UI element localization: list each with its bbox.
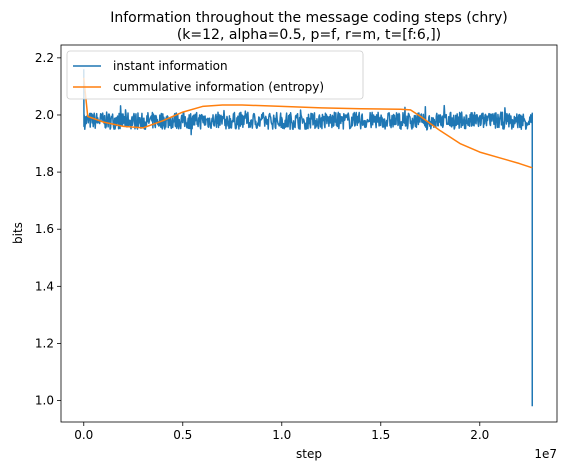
chart-title-line2: (k=12, alpha=0.5, p=f, r=m, t=[f:6,]) (177, 27, 441, 43)
legend: instant information cummulative informat… (66, 50, 364, 100)
plot-area-frame (60, 44, 558, 423)
legend-box (66, 50, 364, 100)
y-tick-label: 1.4 (35, 279, 54, 293)
y-tick-label: 1.2 (35, 336, 54, 350)
y-tick-label: 2.0 (35, 108, 54, 122)
y-tick-label: 1.6 (35, 222, 54, 236)
y-tick-label: 1.0 (35, 394, 54, 408)
x-tick-label: 0.5 (173, 428, 192, 442)
legend-label-cumulative: cummulative information (entropy) (113, 80, 324, 94)
x-tick-label: 1.5 (371, 428, 390, 442)
x-tick-label: 1.0 (272, 428, 291, 442)
x-offset-text: 1e7 (534, 447, 557, 461)
y-tick-label: 1.8 (35, 165, 54, 179)
y-tick-label: 2.2 (35, 51, 54, 65)
x-axis-label: step (296, 447, 322, 461)
x-tick-label: 0.0 (74, 428, 93, 442)
chart-title-line1: Information throughout the message codin… (110, 10, 507, 26)
y-axis-label: bits (11, 222, 25, 244)
series-line-cumulative-information (83, 77, 533, 169)
x-tick-label: 2.0 (470, 428, 489, 442)
series-line-instant-information (83, 69, 533, 407)
legend-label-instant: instant information (113, 59, 228, 73)
